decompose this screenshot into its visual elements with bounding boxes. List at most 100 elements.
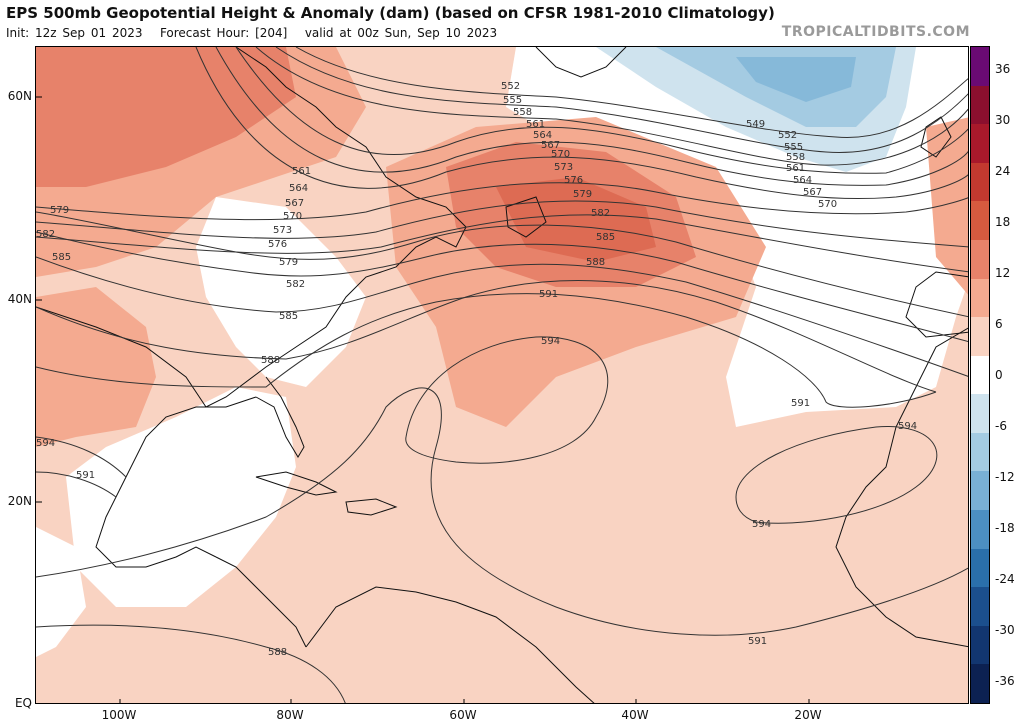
contour-564 xyxy=(215,47,968,186)
lon-label-80w: 80W xyxy=(276,708,304,722)
coastlines xyxy=(36,47,968,703)
lat-label-20n: 20N xyxy=(7,494,32,508)
map-panel: 552 555 558 561 564 567 570 573 576 579 … xyxy=(35,46,969,704)
greenland xyxy=(535,47,627,78)
colorbar-label: -6 xyxy=(995,419,1007,433)
colorbar-segment xyxy=(971,548,989,588)
florida xyxy=(255,376,305,458)
contour-label: 552 xyxy=(778,130,797,141)
contour-561 xyxy=(235,47,968,174)
grid-ticks xyxy=(36,96,810,703)
contour-label: 594 xyxy=(752,519,771,530)
map-subtitle: Init: 12z Sep 01 2023 Forecast Hour: [20… xyxy=(6,26,497,40)
colorbar-label: -12 xyxy=(995,470,1015,484)
colorbar-label: -24 xyxy=(995,572,1015,586)
colorbar-label: 30 xyxy=(995,113,1011,127)
contour-585 xyxy=(36,256,968,377)
contour-label: 588 xyxy=(268,647,287,658)
lon-label-60w: 60W xyxy=(449,708,477,722)
contour-label: 573 xyxy=(554,162,573,173)
british-isles xyxy=(920,116,952,158)
anomaly-plus6-europe xyxy=(926,117,968,295)
colorbar-segment xyxy=(971,394,989,434)
colorbar-label: 36 xyxy=(995,62,1011,76)
contour-label: 567 xyxy=(541,140,560,151)
contour-label: 582 xyxy=(36,229,55,240)
contour-label: 594 xyxy=(898,421,917,432)
contour-582 xyxy=(36,231,968,342)
contour-label: 582 xyxy=(286,279,305,290)
colorbar-label: -18 xyxy=(995,521,1015,535)
contour-label: 561 xyxy=(526,119,545,130)
contour-label: 552 xyxy=(501,81,520,92)
contour-label: 555 xyxy=(503,95,522,106)
contour-573 xyxy=(36,200,968,248)
contour-label: 570 xyxy=(818,199,837,210)
iberia xyxy=(905,271,968,338)
colorbar-segment xyxy=(971,625,989,665)
lat-label-60n: 60N xyxy=(7,89,32,103)
contour-555 xyxy=(275,47,968,153)
colorbar-segment xyxy=(971,162,989,202)
contour-label: 555 xyxy=(784,142,803,153)
gulf-coast xyxy=(95,396,257,568)
contour-label: 585 xyxy=(279,311,298,322)
lat-label-40n: 40N xyxy=(7,292,32,306)
contour-label: 579 xyxy=(279,257,298,268)
contour-label: 549 xyxy=(746,119,765,130)
contour-label: 570 xyxy=(283,211,302,222)
contour-label: 591 xyxy=(539,289,558,300)
contour-570 xyxy=(36,182,968,221)
contour-label: 594 xyxy=(541,336,560,347)
colorbar-segment xyxy=(971,239,989,280)
contour-594-west xyxy=(36,436,127,478)
forecast-hour: Forecast Hour: [204] xyxy=(159,26,288,40)
colorbar-segment xyxy=(971,587,989,627)
contour-label: 567 xyxy=(285,198,304,209)
colorbar-segment xyxy=(971,355,989,395)
lon-label-100w: 100W xyxy=(101,708,137,722)
contour-label: 567 xyxy=(803,187,822,198)
colorbar-segment xyxy=(971,471,989,511)
anomaly-plus6-southwest xyxy=(36,287,156,447)
colorbar-segment xyxy=(971,47,989,87)
colorbar-segment xyxy=(971,278,989,318)
contour-label: 591 xyxy=(748,636,767,647)
valid-time: valid at 00z Sun, Sep 10 2023 xyxy=(304,26,498,40)
colorbar-segment xyxy=(971,124,989,164)
contour-label: 579 xyxy=(50,205,69,216)
colorbar-label: -30 xyxy=(995,623,1015,637)
contour-594-central xyxy=(405,336,609,464)
cuba xyxy=(255,471,338,496)
colorbar xyxy=(970,46,990,704)
contour-label: 588 xyxy=(261,355,280,366)
anomaly-plus12-canada xyxy=(36,47,296,187)
colorbar-label: 6 xyxy=(995,317,1003,331)
contour-588-south xyxy=(36,624,346,703)
contour-label: 582 xyxy=(591,208,610,219)
contour-label: 591 xyxy=(791,398,810,409)
contour-label: 585 xyxy=(52,252,71,263)
contour-label: 558 xyxy=(513,107,532,118)
contour-591-west xyxy=(36,471,117,498)
contour-591-south xyxy=(36,387,968,636)
contour-label: 576 xyxy=(564,175,583,186)
contour-label: 564 xyxy=(289,183,308,194)
colorbar-segment xyxy=(971,510,989,550)
colorbar-segment xyxy=(971,664,989,704)
contour-579 xyxy=(36,211,968,318)
contour-label: 591 xyxy=(76,470,95,481)
colorbar-label: -36 xyxy=(995,674,1015,688)
colorbar-label: 18 xyxy=(995,215,1011,229)
newfoundland xyxy=(505,196,547,238)
contour-label: 561 xyxy=(786,163,805,174)
contour-label: 588 xyxy=(586,257,605,268)
contour-label: 594 xyxy=(36,438,55,449)
map-svg: 552 555 558 561 564 567 570 573 576 579 … xyxy=(36,47,968,703)
colorbar-label: 24 xyxy=(995,164,1011,178)
contour-label: 576 xyxy=(268,239,287,250)
init-time: Init: 12z Sep 01 2023 xyxy=(6,26,143,40)
colorbar-segment xyxy=(971,317,989,357)
anomaly-neutral-mexico xyxy=(36,527,86,657)
lat-label-eq: EQ xyxy=(14,696,32,710)
